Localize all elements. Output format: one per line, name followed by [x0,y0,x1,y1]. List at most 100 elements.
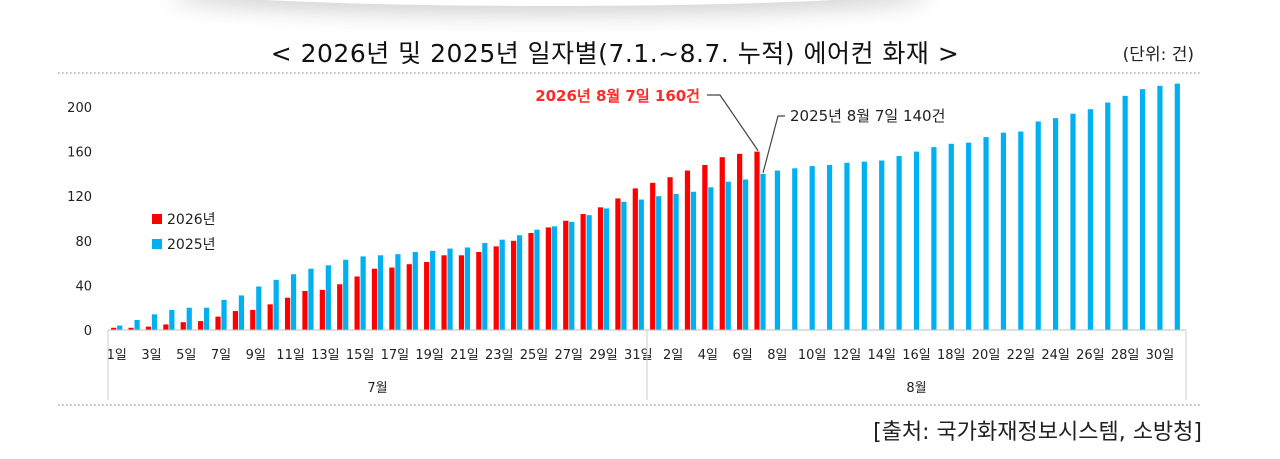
bar-2026 [493,246,499,330]
x-tick-label: 23일 [485,348,514,363]
bar-2025 [760,173,766,330]
bar-2025 [1105,102,1111,330]
bar-2025 [708,187,714,330]
bar-2025 [186,307,192,330]
bar-2025 [690,191,697,330]
bar-2025 [656,196,662,330]
x-tick-label: 7일 [211,348,231,363]
annotation-2026-leader [707,94,759,151]
bar-2025 [343,259,349,330]
bar-2025 [1174,83,1180,331]
x-tick-label: 11일 [276,348,305,363]
bar-2026 [667,177,673,330]
bar-2025 [1070,113,1076,330]
bar-2025 [395,254,401,330]
bar-2025 [879,160,885,330]
x-tick-label: 1일 [107,348,127,363]
bar-2026 [632,188,638,330]
bar-2025 [169,309,175,330]
bar-2026 [406,264,412,330]
bar-2025 [499,239,505,330]
x-tick-label: 20일 [972,348,1001,363]
y-tick-label: 200 [67,101,92,116]
bar-2025 [430,250,436,330]
x-tick-label: 17일 [381,348,410,363]
bar-2026 [284,297,291,330]
x-tick-label: 13일 [311,348,340,363]
series-2026-bars [111,151,760,330]
x-tick-label: 4일 [698,348,718,363]
y-tick-label: 0 [84,324,92,339]
bar-2026 [302,290,308,330]
bar-2026 [145,326,152,330]
bar-2026 [684,170,691,330]
legend-label: 2025년 [167,237,216,253]
x-tick-label: 3일 [141,348,161,363]
bar-2026 [737,153,743,330]
bar-2025 [569,221,575,330]
bar-2025 [966,142,972,330]
header-shadow [170,0,930,6]
y-tick-label: 120 [67,190,92,205]
bar-2025 [290,274,297,330]
bar-2026 [563,220,569,330]
bar-2025 [151,314,158,330]
x-tick-label: 25일 [520,348,549,363]
bar-2025 [1087,109,1093,330]
bar-2025 [534,229,540,330]
bar-2026 [198,321,204,330]
bar-2025 [377,255,384,330]
bar-2025 [826,164,833,330]
bar-2026 [111,327,117,330]
bar-2025 [360,256,366,330]
x-tick-label: 31일 [624,348,653,363]
bar-2025 [743,179,749,330]
x-tick-label: 19일 [415,348,444,363]
annotations: 2026년 8월 7일 160건 2025년 8월 7일 140건 [535,87,945,174]
bar-2026 [371,268,378,330]
bar-2025 [913,151,920,330]
x-tick-label: 2일 [663,348,683,363]
bar-2025 [134,319,140,330]
x-tick-label: 30일 [1146,348,1175,363]
x-tick-label: 14일 [867,348,896,363]
annotation-2025: 2025년 8월 7일 140건 [790,107,945,125]
bar-2025 [809,166,815,330]
annotation-2026: 2026년 8월 7일 160건 [535,87,700,105]
bar-2026 [615,198,621,330]
bar-2025 [774,170,781,330]
bar-2026 [215,316,221,330]
x-tick-label: 29일 [589,348,618,363]
bar-2025 [603,208,610,330]
x-tick-label: 12일 [833,348,862,363]
bar-2025 [1122,95,1128,330]
bar-2025 [308,268,314,330]
bar-2025 [896,156,902,330]
bar-2026 [441,255,447,330]
month-label: 7월 [367,381,387,396]
bar-2026 [476,251,482,330]
bar-2025 [412,251,418,330]
bar-2026 [545,227,551,330]
bar-2025 [204,307,210,330]
bar-2025 [586,215,592,330]
bar-2026 [597,207,604,330]
x-tick-label: 9일 [246,348,266,363]
y-tick-label: 40 [75,279,92,294]
x-tick-label: 22일 [1007,348,1036,363]
bar-2026 [389,267,395,330]
legend-swatch [152,239,162,249]
x-tick-label: 16일 [902,348,931,363]
bar-2025 [273,279,279,330]
bar-2026 [180,322,186,330]
bar-2025 [551,226,557,330]
bar-2025 [1052,118,1059,331]
bar-2026 [267,304,273,330]
x-tick-label: 26일 [1076,348,1105,363]
bar-2026 [702,164,708,330]
y-tick-label: 80 [75,235,92,250]
bar-2026 [458,255,465,330]
bar-2026 [128,327,134,330]
x-tick-label: 24일 [1041,348,1070,363]
